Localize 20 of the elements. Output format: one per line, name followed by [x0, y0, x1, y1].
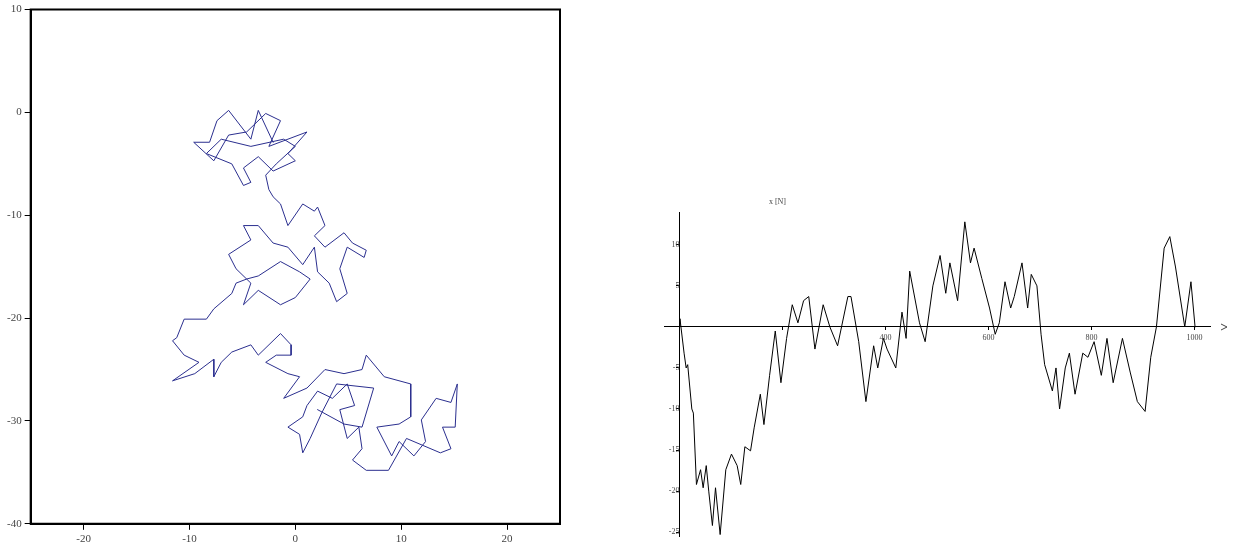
y-tick-label: -20	[6, 311, 23, 324]
x-tick-label: -20	[76, 532, 92, 545]
y-tick-label: 0	[16, 105, 23, 118]
x-tick-label: 0	[292, 532, 299, 545]
x-tick-label: 1000	[1186, 332, 1203, 342]
x-tick-label: 10	[395, 532, 408, 545]
y-tick-label: -40	[6, 516, 23, 529]
x-tick-label: -10	[182, 532, 198, 545]
y-tick-label: -30	[6, 413, 23, 426]
y-tick-label: -5	[672, 363, 680, 373]
y-tick-label: 10	[10, 2, 23, 15]
y-tick-label: -15	[668, 445, 680, 455]
y-axis-title: x [N]	[768, 197, 787, 207]
x-tick-label: 400	[879, 332, 892, 342]
x-tick-label: 600	[982, 332, 995, 342]
y-tick-label: 5	[675, 280, 680, 290]
x-tick-label: 800	[1085, 332, 1098, 342]
y-tick-label: -25	[668, 527, 680, 537]
y-tick-label: -10	[6, 208, 23, 221]
x-tick-label: 20	[501, 532, 514, 545]
